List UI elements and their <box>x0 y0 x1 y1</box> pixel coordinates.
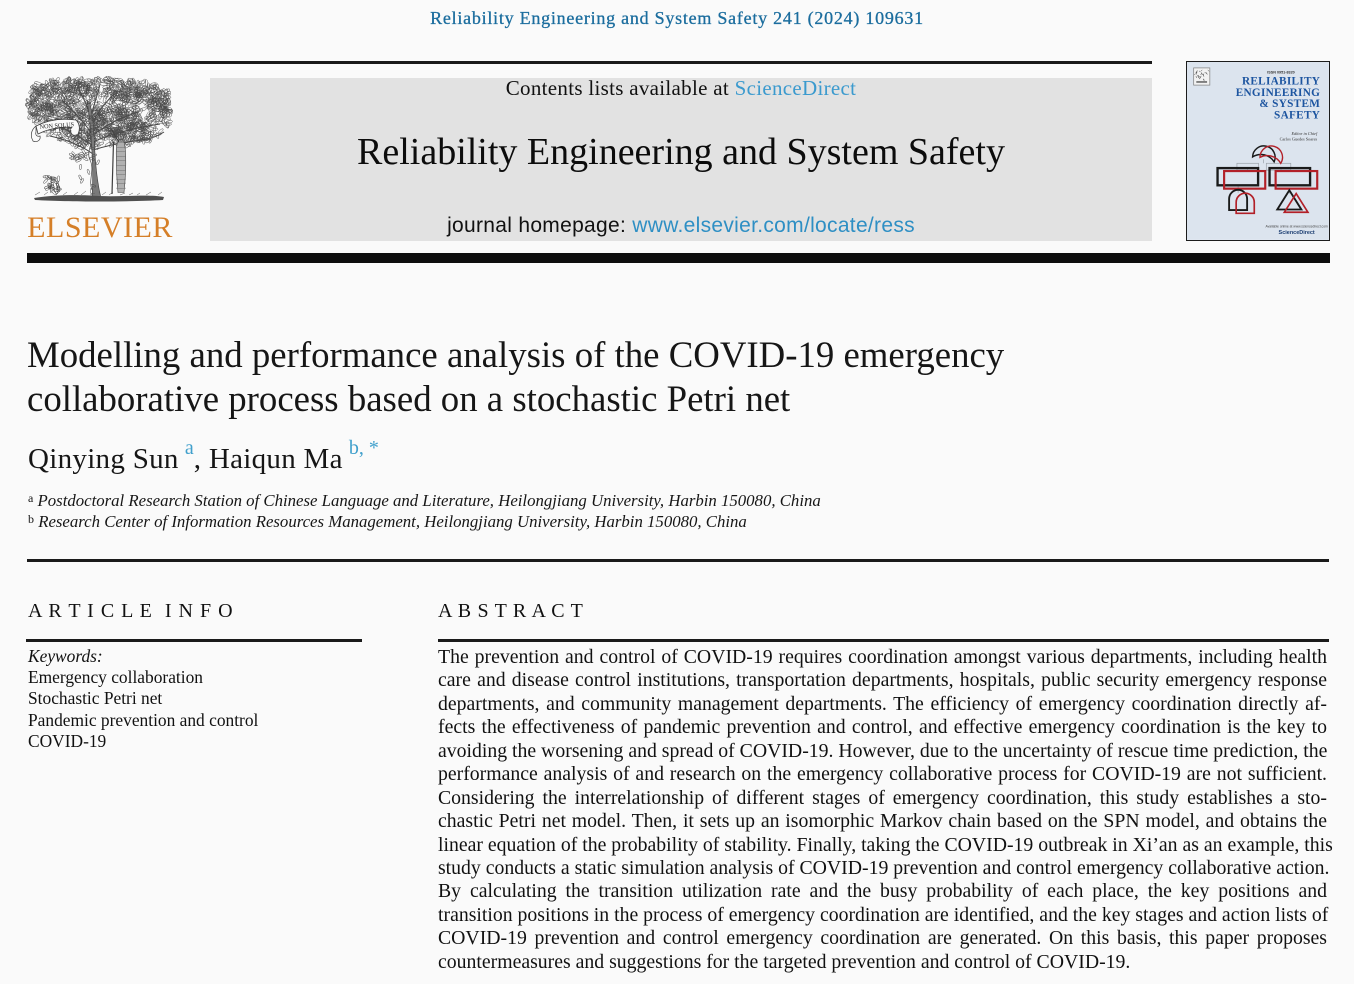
svg-text:Carlos Guedes Soares: Carlos Guedes Soares <box>1280 137 1318 142</box>
svg-text:Available online at www.scienc: Available online at www.sciencedirect.co… <box>1265 225 1328 229</box>
svg-text:Editor in Chief: Editor in Chief <box>1290 131 1318 136</box>
svg-text:ISSN 0951-8320: ISSN 0951-8320 <box>1267 70 1294 74</box>
svg-text:NON SOLUS: NON SOLUS <box>39 121 75 130</box>
svg-text:& SYSTEM: & SYSTEM <box>1259 98 1320 110</box>
svg-text:ENGINEERING: ENGINEERING <box>1236 87 1320 99</box>
svg-text:SAFETY: SAFETY <box>1274 110 1320 122</box>
svg-text:RELIABILITY: RELIABILITY <box>1242 76 1320 88</box>
svg-text:ScienceDirect: ScienceDirect <box>1279 230 1315 236</box>
